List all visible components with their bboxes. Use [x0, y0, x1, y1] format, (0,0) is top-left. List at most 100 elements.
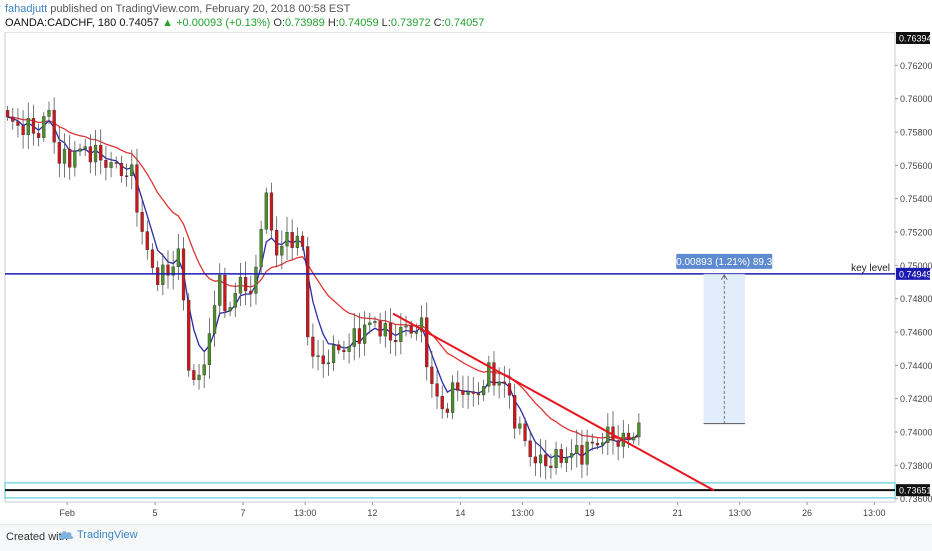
candle	[249, 275, 253, 308]
candle	[456, 370, 460, 402]
bull-candle-body	[62, 148, 67, 164]
top-price-label-box	[896, 32, 930, 44]
bull-candle-body	[487, 362, 491, 387]
bull-candle-body	[414, 331, 418, 334]
symbol-name[interactable]: OANDA:CADCHF, 180	[5, 17, 117, 29]
candle	[394, 324, 398, 356]
bear-candle-body	[590, 441, 594, 444]
candle	[347, 333, 351, 364]
candle	[68, 135, 72, 180]
bear-candle-body	[16, 121, 20, 126]
x-tick-label: 12	[367, 508, 377, 518]
bull-candle-body	[404, 325, 408, 328]
y-tick-label: 0.75400	[900, 194, 932, 204]
candle	[425, 302, 429, 381]
close-value: 0.74057	[444, 17, 485, 29]
bear-candle-body	[88, 146, 93, 163]
bull-candle-body	[554, 449, 558, 468]
bull-candle-body	[585, 441, 589, 465]
candle	[11, 107, 15, 130]
bear-candle-body	[119, 163, 124, 176]
candle	[73, 141, 77, 177]
open-value: 0.73989	[284, 17, 325, 29]
candle	[518, 416, 522, 435]
symbol-line: OANDA:CADCHF, 180 0.74057 ▲ +0.00093 (+0…	[5, 17, 484, 29]
candle	[16, 108, 20, 138]
bull-candle-body	[238, 276, 243, 294]
bull-candle-body	[450, 382, 455, 413]
candle	[342, 340, 346, 360]
tradingview-logo[interactable]: TradingView	[58, 529, 138, 541]
bear-candle-body	[507, 383, 512, 396]
candle	[352, 313, 356, 361]
bear-candle-body	[409, 325, 413, 334]
candle	[83, 138, 87, 157]
bear-candle-body	[559, 449, 563, 463]
candle	[104, 145, 108, 181]
candle	[109, 151, 113, 178]
candle	[637, 413, 641, 446]
bull-candle-body	[295, 235, 299, 248]
author-link[interactable]: fahadjutt	[5, 3, 48, 15]
x-tick-label: 13:00	[863, 508, 886, 518]
chart-area[interactable]: 0.00893 (1.21%) 89.3 key level 0.73600 0.73…	[0, 31, 932, 524]
y-tick-label: 0.74200	[900, 394, 932, 404]
candle	[171, 251, 175, 290]
bull-candle-body	[207, 333, 212, 365]
bull-candle-body	[466, 391, 470, 395]
bear-candle-body	[616, 440, 620, 447]
x-tick-label: 13:00	[511, 508, 534, 518]
candle	[275, 216, 279, 268]
candle	[399, 313, 403, 355]
footer: Created with TradingView	[0, 524, 932, 551]
bear-candle-body	[140, 212, 144, 232]
candle	[145, 220, 149, 260]
bull-candle-body	[347, 346, 351, 352]
candle	[368, 312, 372, 334]
bull-candle-body	[254, 266, 258, 294]
bear-candle-body	[523, 423, 527, 442]
candle	[176, 234, 180, 281]
candle	[435, 369, 439, 410]
candle	[311, 323, 315, 369]
bear-candle-body	[378, 321, 382, 337]
candle	[466, 375, 470, 409]
candle	[321, 340, 325, 378]
candle	[564, 446, 569, 473]
bear-candle-body	[626, 432, 631, 441]
bear-candle-body	[425, 317, 429, 368]
candle	[140, 197, 144, 245]
candle	[445, 402, 450, 419]
candle	[450, 375, 455, 420]
bear-candle-body	[544, 454, 548, 467]
support-price-label-box	[896, 484, 930, 497]
candle	[269, 182, 274, 240]
y-tick-label: 0.75800	[900, 128, 932, 138]
bear-candle-body	[37, 133, 41, 138]
candle	[238, 263, 243, 306]
bear-candle-body	[135, 164, 139, 213]
bull-candle-body	[564, 457, 569, 463]
bull-candle-body	[161, 264, 165, 285]
candle	[21, 110, 25, 149]
bear-candle-body	[388, 323, 393, 341]
candle	[295, 227, 299, 256]
top-price-label: 0.76394	[899, 34, 932, 44]
candle	[430, 351, 434, 398]
bull-candle-body	[569, 453, 574, 458]
candle	[47, 101, 51, 125]
bear-candle-body	[249, 290, 253, 294]
bull-candle-body	[575, 445, 579, 454]
bull-candle-body	[264, 192, 268, 230]
bull-candle-body	[42, 116, 46, 138]
chart-header: fahadjutt published on TradingView.com, …	[0, 0, 932, 32]
y-tick-label: 0.75600	[900, 161, 932, 171]
bear-candle-body	[445, 408, 450, 413]
candle	[316, 340, 320, 371]
bear-candle-body	[124, 175, 129, 177]
bear-candle-body	[342, 349, 346, 352]
close-label: C:	[433, 17, 445, 29]
high-label: H:	[327, 17, 339, 29]
bear-candle-body	[52, 109, 56, 143]
